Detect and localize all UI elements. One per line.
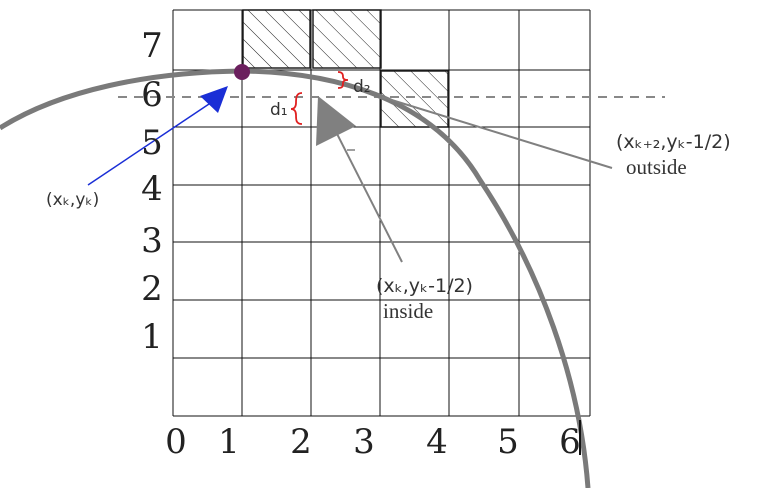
current-point-marker [234,64,250,80]
x-label-6: 6 [559,422,581,462]
d2-label: d₂ [353,77,371,97]
x-label-4: 4 [426,422,448,462]
current-point-label: (xₖ,yₖ) [46,190,99,210]
y-label-1: 1 [141,317,163,357]
hatched-cell-1 [242,9,311,69]
brace-d2 [337,71,349,89]
blue-arrow-head [200,86,228,113]
outside-midpoint-coords: (xₖ₊₂,yₖ-1/2) [616,131,731,153]
x-label-5: 5 [497,422,519,462]
x-label-2: 2 [290,422,312,462]
hatched-cell-2 [312,9,382,69]
x-label-3: 3 [353,422,375,462]
x-label-0: 0 [165,422,187,462]
outside-midpoint-word: outside [626,155,687,179]
brace-d1 [290,92,303,125]
y-label-6: 6 [141,75,163,115]
inside-midpoint-word: inside [383,299,433,323]
gray-line-outside [381,96,613,169]
gray-arrow-inside-head [316,96,356,146]
blue-arrow-line [87,101,213,186]
y-label-2: 2 [141,269,163,309]
y-label-3: 3 [141,221,163,261]
y-label-5: 5 [141,123,163,163]
y-label-4: 4 [141,169,163,209]
inside-midpoint-coords: (xₖ,yₖ-1/2) [376,275,473,297]
circle-arc [0,68,591,488]
y-label-7: 7 [141,26,163,66]
d1-label: d₁ [270,100,288,120]
x-label-1: 1 [218,422,240,462]
gray-arrow-inside-line [329,119,403,263]
